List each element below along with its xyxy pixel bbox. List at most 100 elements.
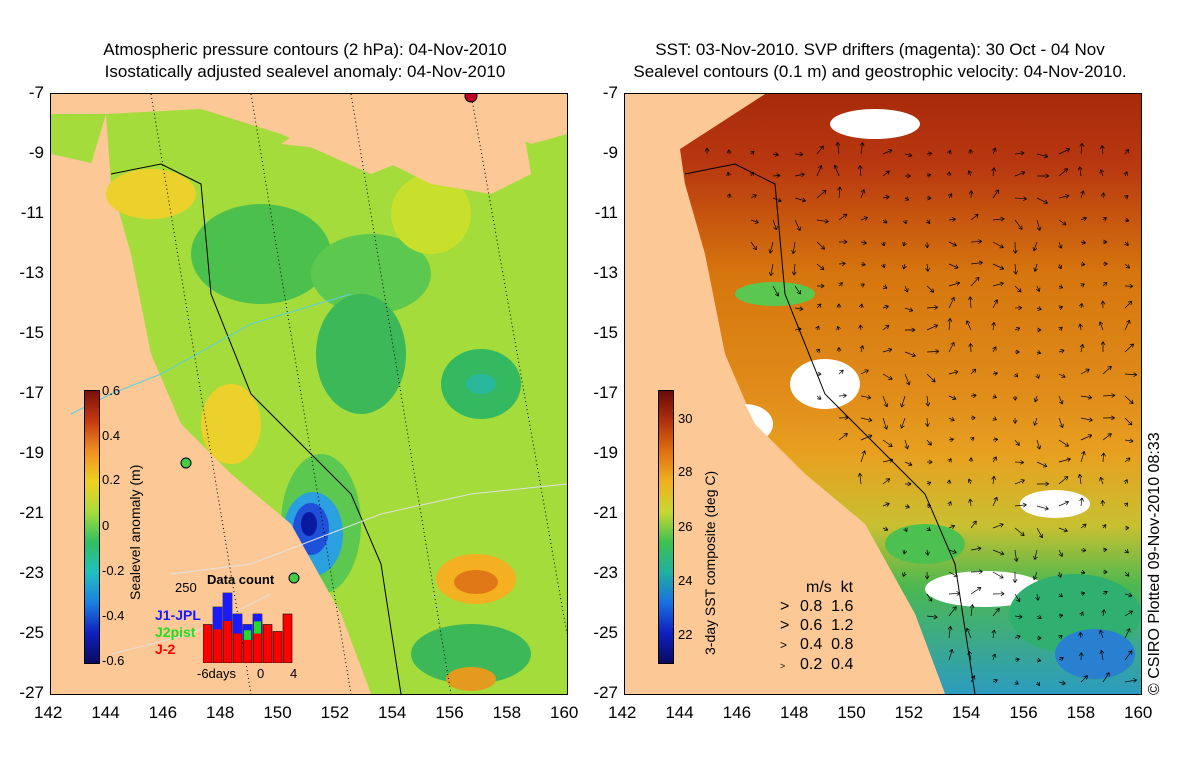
data-count-xtick-1: 0 <box>257 666 265 681</box>
velocity-arrow <box>882 439 893 448</box>
sst-tick-4: 22 <box>678 627 693 642</box>
velocity-arrow <box>772 152 779 157</box>
velocity-arrow <box>1080 450 1086 463</box>
velocity-arrow <box>992 346 997 353</box>
velocity-arrow <box>1080 394 1093 400</box>
velocity-arrow <box>860 261 866 267</box>
y-tick-label: -11 <box>20 203 44 222</box>
velocity-arrow <box>926 173 932 178</box>
velocity-arrow <box>1124 283 1134 289</box>
velocity-arrow <box>1124 148 1130 155</box>
velocity-arrow <box>902 263 907 270</box>
velocity-arrow <box>904 173 911 179</box>
cbar-tick-0: 0.6 <box>102 383 121 398</box>
velocity-arrow <box>992 394 997 399</box>
velocity-arrow <box>838 433 848 441</box>
velocity-arrow <box>882 526 889 532</box>
legend-header-kt: kt <box>840 579 854 596</box>
velocity-arrow <box>926 349 940 354</box>
velocity-arrow <box>970 239 982 244</box>
velocity-arrow <box>772 173 781 178</box>
x-tick-label: 160 <box>550 703 579 722</box>
data-count-bar-j2 <box>254 621 261 634</box>
velocity-arrow <box>772 285 780 297</box>
velocity-arrow <box>970 260 983 266</box>
sst-map[interactable] <box>624 93 1142 695</box>
y-tick-label: -13 <box>19 263 44 282</box>
data-count-bar-j1 <box>233 614 242 634</box>
left-title-line2: Isostatically adjusted sealevel anomaly:… <box>104 62 506 81</box>
velocity-arrow <box>794 197 806 203</box>
velocity-arrow <box>1080 417 1093 423</box>
velocity-arrow <box>946 479 952 485</box>
velocity-arrow <box>947 501 952 507</box>
velocity-arrow <box>1124 300 1133 309</box>
velocity-arrow <box>1036 197 1048 204</box>
velocity-arrow <box>1058 148 1071 155</box>
velocity-arrow <box>836 347 842 353</box>
velocity-arrow <box>948 524 956 530</box>
velocity-arrow <box>947 458 952 463</box>
velocity-arrow <box>903 527 908 532</box>
data-count-bar-j1 <box>213 607 222 630</box>
velocity-arrow <box>1099 476 1104 485</box>
velocity-arrow <box>991 475 997 485</box>
velocity-arrow <box>992 571 1004 579</box>
velocity-arrow <box>816 241 826 250</box>
velocity-arrow <box>1013 263 1019 275</box>
x-tick-label: 148 <box>206 703 235 722</box>
velocity-arrow <box>816 263 825 271</box>
velocity-arrow <box>1014 349 1020 355</box>
velocity-arrow <box>1014 196 1027 202</box>
velocity-arrow <box>1100 145 1105 155</box>
right-title-line2: Sealevel contours (0.1 m) and geostrophi… <box>633 62 1127 81</box>
velocity-arrow <box>1102 365 1112 375</box>
velocity-arrow <box>860 369 869 375</box>
velocity-arrow <box>1058 194 1070 199</box>
velocity-arrow <box>838 282 843 287</box>
velocity-arrow <box>704 147 710 155</box>
velocity-arrow <box>1036 219 1042 231</box>
velocity-arrow <box>1014 680 1019 685</box>
velocity-arrow <box>900 417 906 429</box>
data-count-bar <box>272 631 283 663</box>
velocity-arrow <box>970 368 977 375</box>
y-tick-label: -23 <box>593 563 618 582</box>
x-tick-label: 146 <box>722 703 752 722</box>
legend-kt-3: 0.4 <box>831 656 854 673</box>
velocity-arrow <box>815 348 821 354</box>
velocity-arrow <box>968 296 973 309</box>
velocity-arrow <box>1036 306 1042 311</box>
velocity-arrow <box>1078 323 1083 331</box>
velocity-arrow <box>1058 417 1064 429</box>
sealevel-anomaly-map[interactable] <box>50 93 568 695</box>
velocity-arrow <box>970 520 977 529</box>
velocity-arrow <box>882 170 890 177</box>
velocity-arrow <box>1124 628 1131 639</box>
velocity-arrow <box>882 219 888 224</box>
velocity-arrow <box>1079 611 1084 617</box>
velocity-arrow <box>1033 395 1039 403</box>
velocity-arrow <box>882 195 890 200</box>
x-tick-label: 144 <box>665 703 694 722</box>
data-count-xtick-0: -6days <box>197 666 237 681</box>
velocity-arrow <box>882 347 893 353</box>
velocity-arrow <box>1101 452 1106 463</box>
velocity-arrow <box>1014 439 1020 446</box>
velocity-arrow <box>1014 459 1025 465</box>
velocity-arrow <box>968 457 974 463</box>
velocity-arrow <box>1100 300 1106 309</box>
velocity-arrow <box>992 496 998 507</box>
velocity-arrow <box>1058 593 1063 598</box>
velocity-arrow <box>838 239 848 245</box>
velocity-arrow <box>902 549 908 555</box>
velocity-arrow <box>1101 609 1106 617</box>
velocity-arrow <box>816 371 822 377</box>
velocity-arrow <box>925 395 931 407</box>
velocity-arrow <box>794 306 804 312</box>
velocity-arrow <box>860 189 866 199</box>
velocity-arrow <box>904 461 913 467</box>
velocity-arrow <box>1014 170 1026 177</box>
velocity-arrow <box>948 263 959 269</box>
cbar-tick-1: 0.4 <box>102 428 121 443</box>
